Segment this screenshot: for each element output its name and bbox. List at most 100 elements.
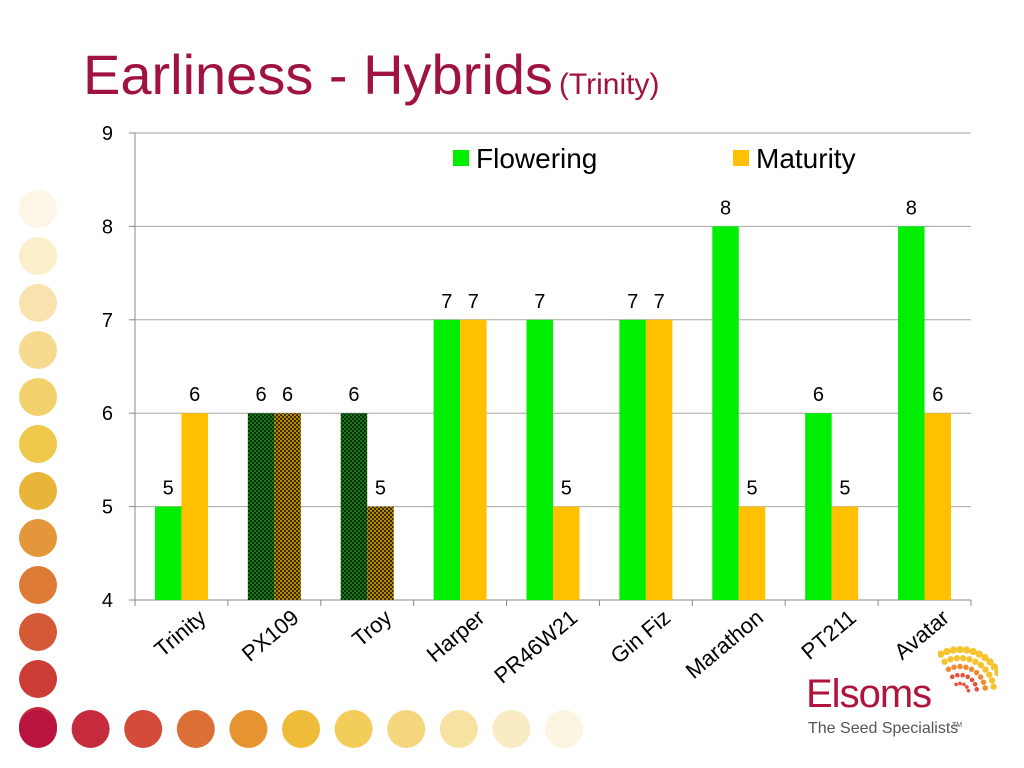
bar-flowering-avatar (898, 226, 925, 600)
burst-dot (982, 666, 989, 673)
burst-dot (994, 669, 998, 677)
data-label: 5 (163, 478, 174, 500)
burst-dot (949, 646, 958, 654)
decor-dot (176, 710, 215, 748)
seed-burst-icon (938, 645, 998, 693)
burst-dot (965, 685, 969, 689)
bar-flowering-marathon (712, 226, 739, 600)
decor-dot (19, 710, 57, 748)
burst-dot (986, 671, 993, 678)
decor-dot (229, 710, 268, 748)
decor-dot (19, 472, 57, 510)
title-text: Earliness - Hybrids (83, 43, 553, 106)
data-label: 8 (720, 197, 731, 219)
data-label: 6 (282, 384, 293, 406)
decor-dot (19, 284, 57, 322)
decor-dot (19, 425, 57, 463)
burst-dot (982, 685, 988, 691)
data-label: 6 (813, 384, 824, 406)
bar-flowering-trinity (154, 506, 182, 600)
bar-flowering-troy (340, 413, 368, 600)
burst-dot (956, 645, 964, 654)
x-tick-label: PX109 (237, 605, 304, 667)
data-label: 7 (468, 291, 479, 313)
data-label: 5 (839, 478, 850, 500)
burst-dot (957, 663, 963, 670)
y-tick-label: 8 (102, 216, 113, 238)
burst-dot (954, 682, 958, 687)
elsoms-logo: Elsoms The Seed Specialists TM (806, 644, 1006, 744)
burst-dot (960, 672, 965, 678)
decor-dot (492, 710, 531, 748)
burst-dot (938, 650, 945, 658)
burst-dot (945, 666, 952, 673)
burst-dot (947, 656, 954, 663)
decor-dot (124, 710, 163, 748)
decor-dot (334, 710, 373, 748)
y-tick-label: 6 (102, 403, 113, 425)
bar-maturity-harper (460, 319, 487, 600)
legend-label-maturity: Maturity (756, 143, 856, 174)
data-label: 7 (534, 291, 545, 313)
x-tick-label: Gin Fiz (606, 605, 675, 669)
burst-dot (968, 666, 975, 673)
burst-dot (972, 658, 979, 665)
logo-wordmark: Elsoms (806, 672, 932, 716)
y-tick-label: 9 (102, 123, 113, 145)
bar-flowering-px109 (247, 413, 275, 600)
x-tick-label: Marathon (681, 605, 768, 684)
y-tick-label: 4 (102, 590, 113, 612)
data-label: 5 (561, 478, 572, 500)
burst-dot (962, 682, 966, 687)
bar-maturity-pr46w21 (553, 506, 580, 600)
bar-flowering-harper (433, 319, 461, 600)
bar-flowering-pr46w21 (526, 319, 553, 600)
data-label: 7 (441, 291, 452, 313)
burst-dot (958, 681, 962, 686)
burst-dot (966, 688, 971, 693)
burst-dot (951, 664, 957, 670)
data-label: 7 (627, 291, 638, 313)
decor-dot (19, 613, 57, 651)
burst-dot (977, 661, 985, 669)
burst-dot (966, 656, 973, 663)
data-label: 6 (932, 384, 943, 406)
burst-dot (949, 674, 955, 680)
data-label: 6 (348, 384, 359, 406)
bar-maturity-marathon (738, 506, 766, 600)
burst-dot (955, 672, 960, 678)
burst-dot (959, 654, 967, 662)
slide-title: Earliness - Hybrids (Trinity) (83, 42, 659, 107)
data-label: 7 (654, 291, 665, 313)
decor-dot (545, 710, 583, 748)
logo-tagline: The Seed Specialists (808, 720, 959, 737)
burst-dot (980, 679, 987, 685)
decor-dot (19, 190, 57, 228)
burst-dot (974, 687, 980, 692)
burst-dot (981, 653, 989, 662)
data-label: 5 (746, 478, 757, 500)
data-label: 5 (375, 478, 386, 500)
y-tick-label: 7 (102, 310, 113, 332)
legend-label-flowering: Flowering (476, 143, 597, 174)
bar-flowering-gin-fiz (619, 319, 646, 600)
bar-flowering-pt211 (805, 413, 832, 600)
burst-dot (986, 658, 994, 666)
burst-dot (953, 654, 961, 662)
burst-dot (969, 647, 977, 656)
burst-dot (941, 658, 948, 665)
burst-dot (965, 674, 971, 680)
bar-maturity-trinity (181, 413, 208, 600)
x-tick-label: Troy (347, 605, 396, 652)
logo-trademark: TM (952, 722, 963, 729)
bar-maturity-gin-fiz (645, 319, 673, 600)
legend-swatch-maturity (733, 150, 749, 166)
decor-dot (71, 710, 110, 748)
decor-dot (19, 237, 57, 275)
burst-dot (972, 681, 978, 687)
data-label: 8 (906, 197, 917, 219)
burst-dot (962, 646, 971, 654)
decor-dot (19, 660, 57, 698)
burst-dot (943, 647, 951, 656)
